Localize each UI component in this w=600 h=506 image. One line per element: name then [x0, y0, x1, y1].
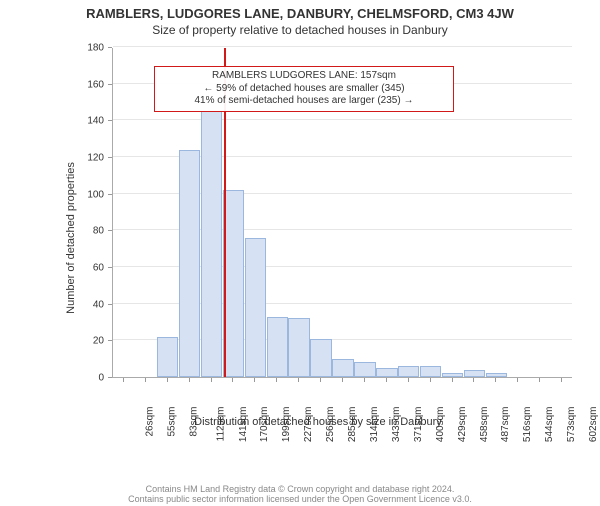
x-tick-mark	[254, 378, 255, 382]
x-tick-mark	[232, 378, 233, 382]
x-tick-mark	[167, 378, 168, 382]
chart-area: RAMBLERS LUDGORES LANE: 157sqm← 59% of d…	[112, 48, 572, 378]
y-axis-ticks: 020406080100120140160180	[78, 48, 108, 378]
y-tick-label: 20	[93, 336, 104, 347]
histogram-bar	[245, 238, 266, 377]
histogram-bar	[420, 366, 441, 377]
x-tick-mark	[145, 378, 146, 382]
histogram-bar	[442, 373, 463, 377]
x-tick-mark	[430, 378, 431, 382]
x-tick-mark	[364, 378, 365, 382]
x-tick-mark	[298, 378, 299, 382]
chart-container: Number of detached properties 0 20 40 60 80 1…	[58, 48, 578, 428]
histogram-bar	[223, 190, 244, 377]
gridline	[113, 119, 572, 120]
annotation-line: 41% of semi-detached houses are larger (…	[161, 95, 446, 108]
histogram-bar	[354, 362, 375, 377]
histogram-bar	[486, 373, 507, 377]
attribution-footer: Contains HM Land Registry data © Crown c…	[0, 484, 600, 504]
histogram-bar	[267, 317, 288, 378]
y-tick-label: 180	[87, 43, 104, 54]
x-tick-mark	[517, 378, 518, 382]
x-tick-mark	[276, 378, 277, 382]
histogram-bar	[310, 339, 331, 378]
x-tick-mark	[452, 378, 453, 382]
histogram-bar	[398, 366, 419, 377]
x-tick-mark	[495, 378, 496, 382]
x-tick-mark	[342, 378, 343, 382]
annotation-line: RAMBLERS LUDGORES LANE: 157sqm	[161, 70, 446, 83]
annotation-line: ← 59% of detached houses are smaller (34…	[161, 83, 446, 96]
x-tick-mark	[189, 378, 190, 382]
histogram-bar	[201, 111, 222, 377]
x-tick-mark	[561, 378, 562, 382]
y-tick-label: 100	[87, 189, 104, 200]
y-tick-label: 0	[98, 373, 104, 384]
histogram-bar	[288, 318, 309, 377]
x-tick-mark	[408, 378, 409, 382]
subject-annotation: RAMBLERS LUDGORES LANE: 157sqm← 59% of d…	[154, 66, 453, 112]
gridline	[113, 46, 572, 47]
x-tick-label: 602sqm	[588, 407, 599, 443]
x-tick-mark	[320, 378, 321, 382]
x-tick-mark	[386, 378, 387, 382]
y-tick-label: 80	[93, 226, 104, 237]
page-title-1: RAMBLERS, LUDGORES LANE, DANBURY, CHELMS…	[0, 6, 600, 21]
page-title-2: Size of property relative to detached ho…	[0, 23, 600, 37]
histogram-bar	[464, 370, 485, 377]
histogram-bar	[332, 359, 353, 377]
histogram-bar	[157, 337, 178, 377]
x-tick-mark	[473, 378, 474, 382]
footer-line-2: Contains public sector information licen…	[0, 494, 600, 504]
x-tick-mark	[539, 378, 540, 382]
x-tick-mark	[123, 378, 124, 382]
y-tick-label: 160	[87, 79, 104, 90]
y-tick-label: 40	[93, 299, 104, 310]
y-tick-label: 60	[93, 263, 104, 274]
histogram-bar	[179, 150, 200, 377]
histogram-bar	[376, 368, 397, 377]
footer-line-1: Contains HM Land Registry data © Crown c…	[0, 484, 600, 494]
y-tick-label: 120	[87, 153, 104, 164]
y-axis-label: Number of detached properties	[64, 48, 78, 428]
x-tick-mark	[211, 378, 212, 382]
x-axis-label: Distribution of detached houses by size …	[58, 416, 578, 428]
y-tick-label: 140	[87, 116, 104, 127]
